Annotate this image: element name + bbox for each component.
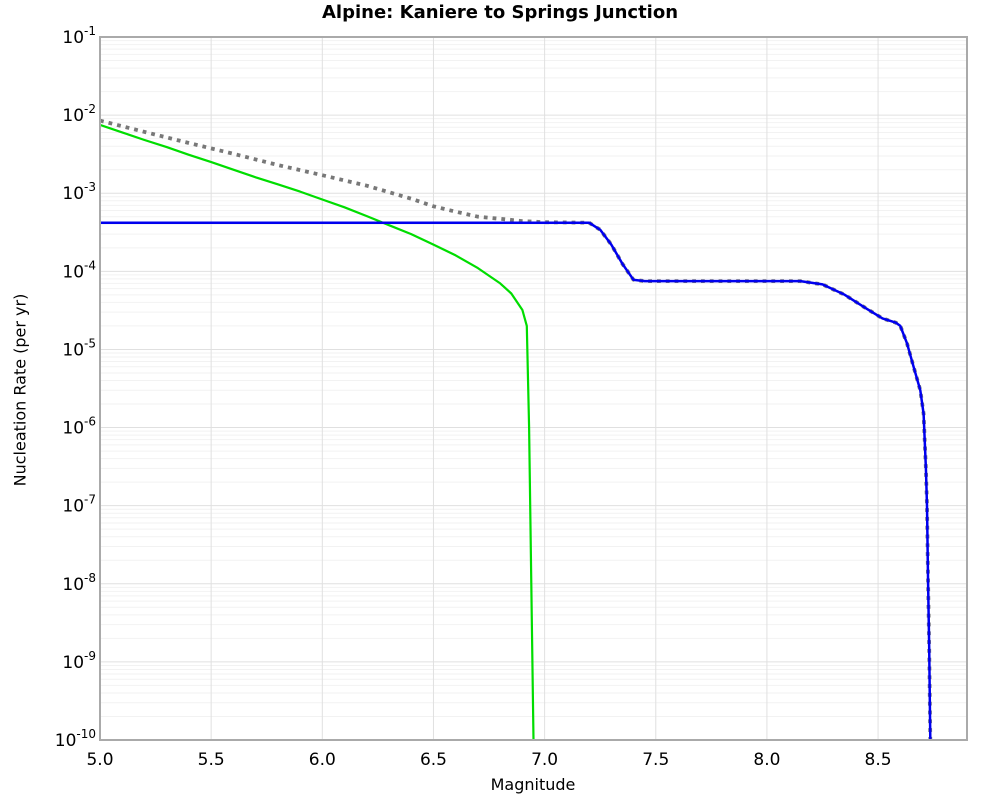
y-tick-labels: 10-1 10-2 10-3 10-4 10-5 10-6 10-7 10-8 10-9 10-1… xyxy=(55,24,96,751)
x-tick-label: 6.5 xyxy=(420,750,447,770)
y-tick-label: 10-1 xyxy=(62,24,96,48)
x-tick-label: 7.5 xyxy=(642,750,669,770)
x-axis-label: Magnitude xyxy=(490,775,576,794)
y-tick-label: 10-4 xyxy=(62,258,96,282)
plot-frame xyxy=(99,36,968,741)
y-tick-label: 10-5 xyxy=(62,336,96,360)
y-tick-label: 10-7 xyxy=(62,493,96,517)
y-tick-label: 10-9 xyxy=(62,649,96,673)
x-tick-label: 8.0 xyxy=(753,750,780,770)
series xyxy=(100,118,933,740)
x-tick-labels: 5.0 5.5 6.0 6.5 7.0 7.5 8.0 8.5 xyxy=(86,750,891,770)
x-tick-label: 7.0 xyxy=(531,750,558,770)
y-tick-label: 10-3 xyxy=(62,180,96,204)
x-tick-label: 5.5 xyxy=(198,750,225,770)
series-blue-inversion-curve xyxy=(100,221,932,740)
chart-title: Alpine: Kaniere to Springs Junction xyxy=(321,2,679,23)
y-tick-label: 10-10 xyxy=(55,727,96,751)
y-tick-label: 10-6 xyxy=(62,415,96,439)
x-tick-label: 5.0 xyxy=(86,750,113,770)
y-tick-label: 10-8 xyxy=(62,571,96,595)
y-tick-label: 10-2 xyxy=(62,102,96,126)
series-dotted-gray-curve xyxy=(100,118,933,740)
x-tick-label: 8.5 xyxy=(865,750,892,770)
series-green-gr-curve xyxy=(100,123,535,740)
x-tick-label: 6.0 xyxy=(309,750,336,770)
gridlines xyxy=(99,36,967,741)
